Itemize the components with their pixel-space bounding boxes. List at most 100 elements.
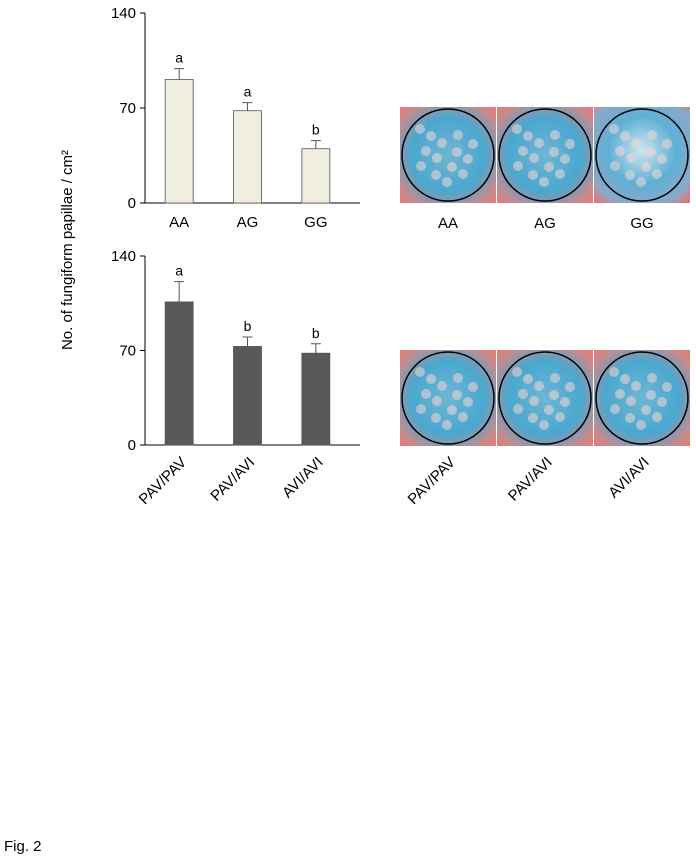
value-label: a xyxy=(244,84,252,100)
papilla xyxy=(437,138,447,148)
papilla xyxy=(620,131,630,141)
x-tick-label: PAV/PAV xyxy=(136,454,190,508)
photo-outline xyxy=(498,108,592,202)
papilla xyxy=(565,139,575,149)
figure-label: Fig. 2 xyxy=(4,838,42,855)
photo-label: AG xyxy=(534,215,556,232)
papilla xyxy=(636,177,646,187)
papilla xyxy=(452,390,462,400)
papilla xyxy=(539,177,549,187)
papilla xyxy=(528,413,538,423)
x-tick-label: PAV/AVI xyxy=(207,454,258,505)
value-label: a xyxy=(175,50,183,66)
papilla xyxy=(549,147,559,157)
papilla xyxy=(625,170,635,180)
papilla xyxy=(529,396,539,406)
papilla xyxy=(463,154,473,164)
papilla xyxy=(463,397,473,407)
value-label: b xyxy=(312,122,320,138)
x-tick-label: AA xyxy=(169,214,189,231)
papilla xyxy=(646,147,656,157)
papilla xyxy=(555,412,565,422)
papilla xyxy=(615,389,625,399)
error-bar xyxy=(310,140,321,149)
papilla xyxy=(415,124,425,134)
bar xyxy=(164,79,194,204)
papilla xyxy=(415,367,425,377)
papilla xyxy=(544,405,554,415)
bar xyxy=(301,352,331,446)
papilla xyxy=(560,154,570,164)
papilla xyxy=(626,396,636,406)
papilla xyxy=(453,130,463,140)
y-axis-label: No. of fungiform papillae / cm² xyxy=(59,150,76,350)
x-tick-label: GG xyxy=(304,214,327,231)
papilla xyxy=(620,374,630,384)
y-tick-label: 140 xyxy=(111,248,136,265)
papilla xyxy=(452,147,462,157)
error-bar xyxy=(174,68,185,80)
photo xyxy=(400,107,496,203)
photo-label: AA xyxy=(438,215,458,232)
papilla xyxy=(442,177,452,187)
papilla xyxy=(512,367,522,377)
papilla xyxy=(647,130,657,140)
photo-outline xyxy=(401,108,495,202)
papilla xyxy=(565,382,575,392)
papilla xyxy=(458,412,468,422)
papilla xyxy=(523,131,533,141)
papilla xyxy=(513,404,523,414)
photo-label: PAV/AVI xyxy=(505,454,556,505)
photo-outline xyxy=(595,108,689,202)
x-tick-label: AVI/AVI xyxy=(279,454,327,502)
papilla xyxy=(555,169,565,179)
papilla xyxy=(468,139,478,149)
papilla xyxy=(662,382,672,392)
papilla xyxy=(652,169,662,179)
bar xyxy=(301,148,331,204)
papilla xyxy=(432,153,442,163)
papilla xyxy=(550,373,560,383)
papilla xyxy=(421,389,431,399)
photo-outline xyxy=(401,351,495,445)
papilla xyxy=(610,404,620,414)
error-bar xyxy=(174,281,185,302)
photo xyxy=(497,350,593,446)
papilla xyxy=(641,405,651,415)
papilla xyxy=(647,373,657,383)
photo xyxy=(594,107,690,203)
y-tick-label: 0 xyxy=(128,437,136,454)
papilla xyxy=(426,374,436,384)
value-label: b xyxy=(244,318,252,334)
papilla xyxy=(447,405,457,415)
papilla xyxy=(550,130,560,140)
papilla xyxy=(657,397,667,407)
papilla xyxy=(453,373,463,383)
bar xyxy=(233,110,262,204)
papilla xyxy=(431,170,441,180)
bar xyxy=(164,301,194,446)
photo-label: PAV/PAV xyxy=(405,454,459,508)
papilla xyxy=(534,381,544,391)
papilla xyxy=(539,420,549,430)
papilla xyxy=(631,381,641,391)
papilla xyxy=(432,396,442,406)
papilla xyxy=(528,170,538,180)
papilla xyxy=(458,169,468,179)
y-tick-label: 0 xyxy=(128,195,136,212)
photo-outline xyxy=(498,351,592,445)
papilla xyxy=(610,161,620,171)
papilla xyxy=(615,146,625,156)
error-bar xyxy=(310,343,321,354)
papilla xyxy=(652,412,662,422)
papilla xyxy=(437,381,447,391)
x-tick-label: AG xyxy=(237,214,259,231)
papilla xyxy=(416,404,426,414)
papilla xyxy=(609,367,619,377)
papilla xyxy=(662,139,672,149)
bar xyxy=(233,346,262,446)
papilla xyxy=(657,154,667,164)
papilla xyxy=(646,390,656,400)
y-tick-label: 70 xyxy=(119,100,136,117)
